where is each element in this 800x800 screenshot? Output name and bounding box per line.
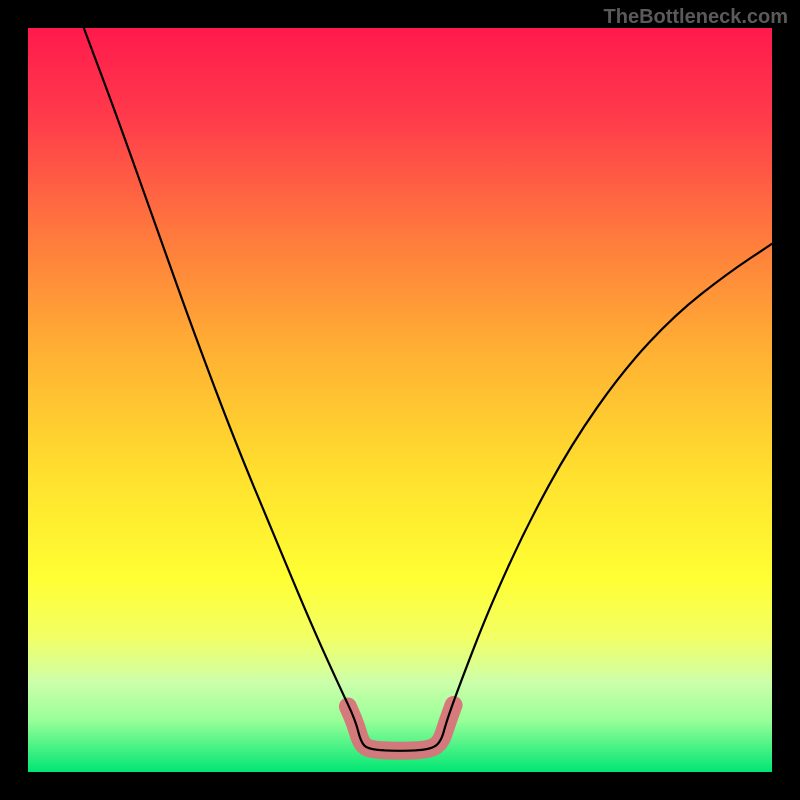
watermark-text: TheBottleneck.com [604, 6, 788, 29]
curve-layer [28, 28, 772, 772]
chart-container: TheBottleneck.com [0, 0, 800, 800]
v-curve-path [84, 28, 772, 751]
plot-area [28, 28, 772, 772]
